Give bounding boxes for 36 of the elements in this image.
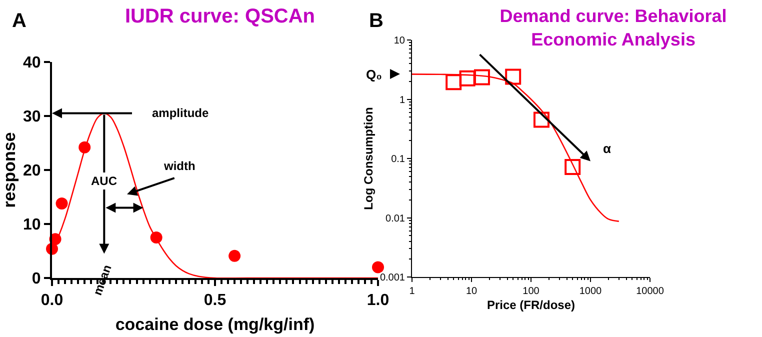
x-tick-label: 0.5	[204, 292, 226, 310]
y-tick-label: 10	[394, 36, 406, 46]
y-tick-label: 40	[23, 54, 41, 72]
y-axis-title: response	[0, 132, 19, 208]
x-axis-title: cocaine dose (mg/kg/inf)	[115, 315, 315, 334]
y-tick-label: 0.01	[386, 213, 406, 224]
point	[78, 141, 91, 154]
annotation: AUC	[91, 174, 118, 188]
chart-title: Demand curve: Behavioral Economic Analysis	[500, 6, 727, 50]
x-tick-label: 1	[409, 286, 416, 297]
point	[372, 261, 384, 274]
y-tick-label: 20	[23, 162, 41, 180]
y-axis-title: Log Consumption	[361, 107, 376, 210]
annotation: amplitude	[152, 106, 209, 120]
y-tick-label: 30	[23, 108, 41, 126]
x-axis-title: Price (FR/dose)	[486, 298, 576, 312]
point	[228, 250, 241, 262]
annotation: Q₀	[366, 67, 382, 82]
chart-title: IUDR curve: QSCAn	[124, 5, 316, 28]
text: B	[369, 10, 384, 32]
x-tick-label: 1000	[579, 286, 602, 297]
y-tick-label: 0.1	[391, 154, 406, 165]
x-tick-label: 10000	[636, 286, 664, 297]
x-tick-label: 100	[522, 286, 540, 297]
y-tick-label: 0.001	[380, 272, 406, 284]
point	[56, 197, 68, 210]
y-tick-label: 10	[23, 216, 41, 234]
x-tick-label: 10	[466, 286, 478, 297]
annotation: α	[603, 141, 611, 156]
point	[150, 232, 162, 244]
y-tick-label: 1	[399, 94, 406, 106]
y-tick-label: 0	[32, 270, 41, 288]
x-tick-label: 1.0	[366, 292, 390, 310]
text: A	[12, 10, 26, 32]
annotation: width	[163, 159, 196, 173]
x-tick-label: 0.0	[40, 292, 64, 310]
